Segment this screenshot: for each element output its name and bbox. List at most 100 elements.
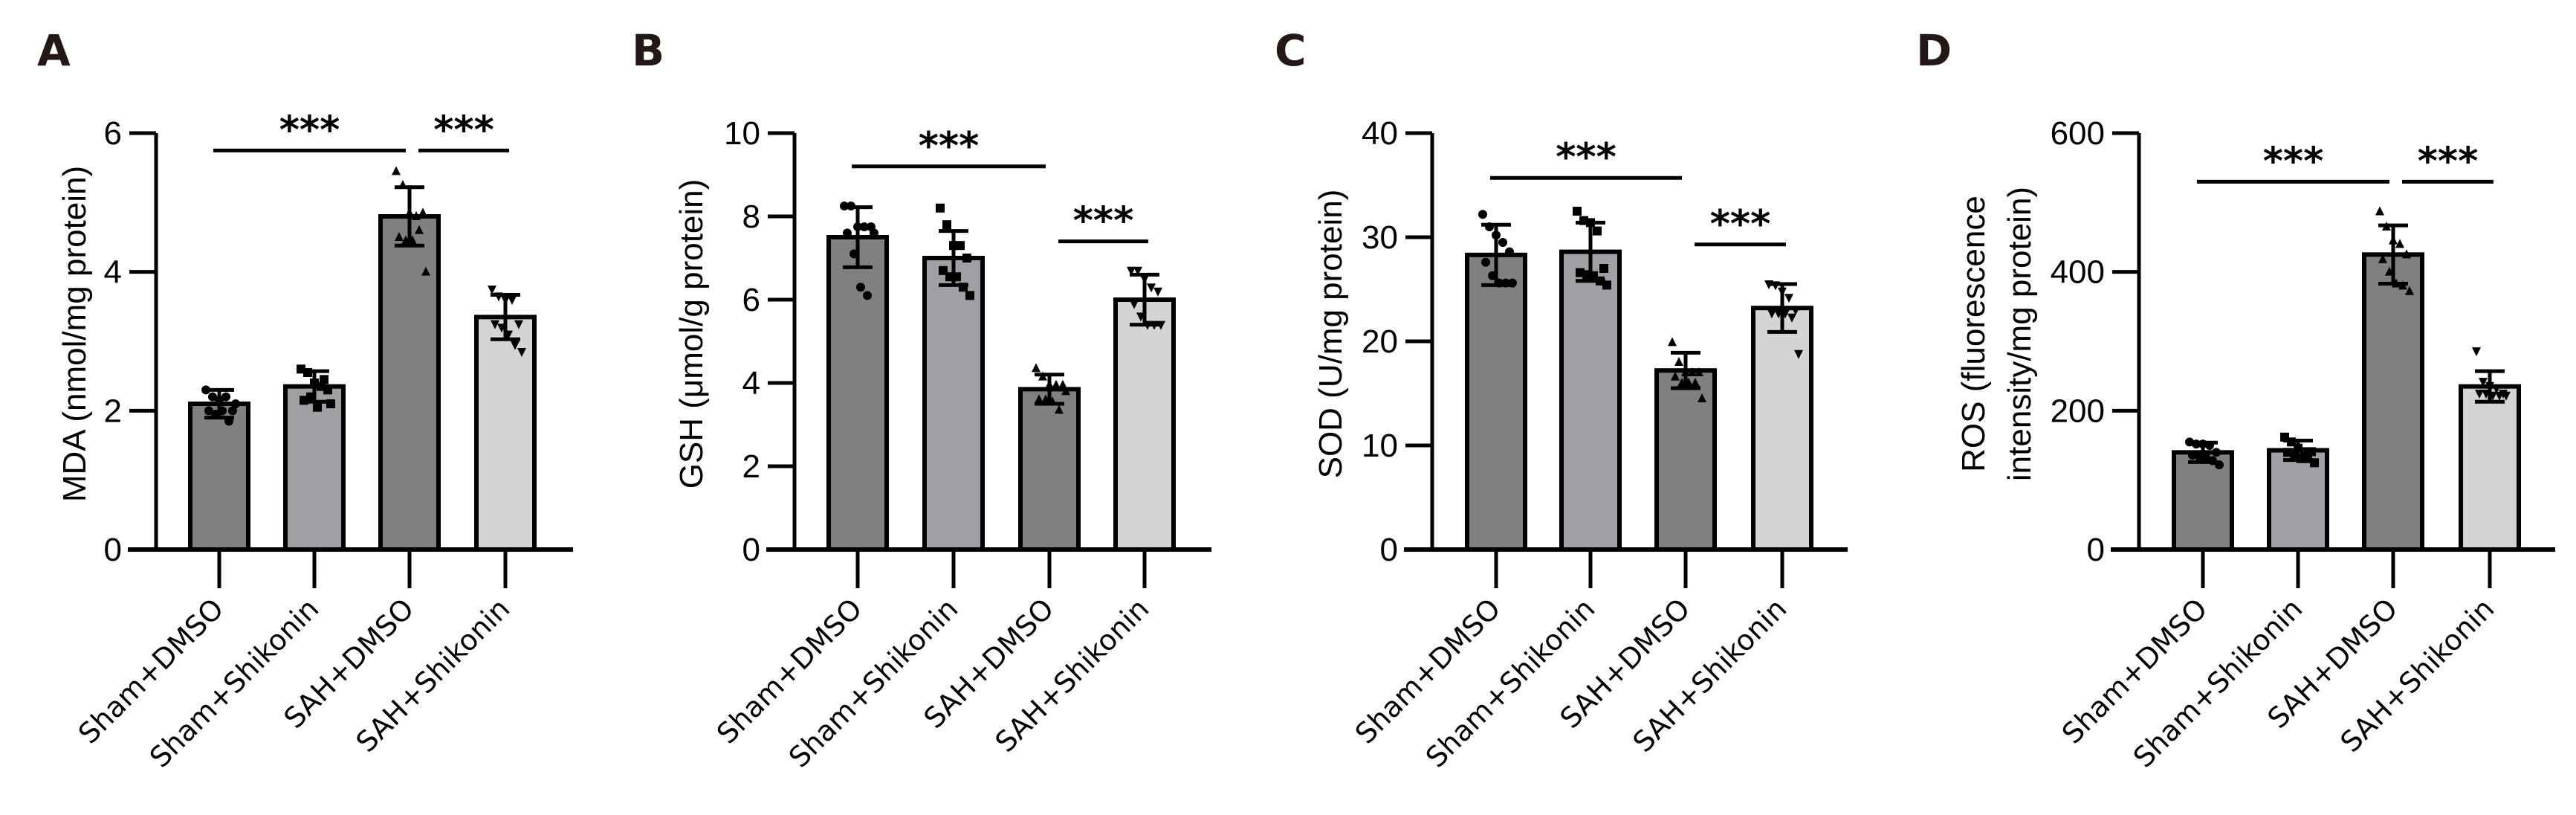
data-point [1784, 294, 1793, 303]
data-point [412, 211, 421, 220]
data-point [418, 207, 427, 217]
data-point [1791, 306, 1800, 315]
y-tick-label: 4 [742, 365, 760, 402]
data-point [942, 220, 951, 230]
data-point [2479, 378, 2488, 387]
significance-label: *** [433, 108, 494, 152]
data-point [1153, 287, 1162, 297]
data-point [488, 286, 496, 294]
y-tick-label: 0 [2087, 532, 2105, 568]
y-axis-title: SOD (U/mg protein) [1313, 190, 1349, 479]
y-tick-label: 2 [104, 393, 122, 429]
data-point [511, 341, 520, 350]
significance-label: *** [1073, 199, 1134, 244]
data-point [1787, 313, 1796, 323]
data-point [313, 402, 322, 412]
y-tick-label: 0 [742, 532, 760, 568]
bar-1 [1559, 249, 1622, 552]
y-axis-title: GSH (μmol/g protein) [673, 179, 710, 489]
bar-3 [2459, 384, 2521, 553]
data-point [208, 392, 217, 402]
bar-2 [378, 214, 441, 552]
data-point [1698, 393, 1706, 402]
panel-letter: C [1275, 25, 1307, 76]
data-point [936, 203, 945, 213]
y-tick-label: 0 [104, 532, 122, 568]
bar-0 [188, 402, 250, 552]
data-point [231, 399, 240, 408]
data-point [956, 241, 965, 251]
data-point [2495, 391, 2504, 401]
panel-letter: B [632, 25, 664, 76]
data-point [1593, 226, 1602, 236]
x-tick-label: Sham+Shikonin [1420, 592, 1601, 773]
significance-label: *** [2418, 139, 2479, 184]
data-point [2475, 390, 2484, 399]
data-point [323, 385, 332, 395]
data-point [860, 222, 869, 231]
bar-3 [1751, 306, 1813, 552]
data-point [1668, 337, 1677, 347]
data-point [1032, 363, 1041, 373]
data-point [1130, 300, 1139, 309]
data-point [1052, 379, 1061, 389]
data-point [1481, 257, 1490, 267]
data-point [395, 232, 404, 241]
y-tick-label: 20 [1362, 323, 1398, 360]
significance-label: *** [2263, 139, 2324, 184]
data-point [2405, 286, 2414, 295]
bar-2 [2362, 252, 2424, 552]
data-point [421, 266, 430, 276]
data-point [517, 348, 526, 357]
data-point [228, 406, 237, 416]
data-point [2212, 448, 2221, 457]
y-tick-label: 6 [742, 282, 760, 318]
y-tick-label: 6 [104, 115, 122, 152]
data-point [965, 291, 974, 300]
data-point [2402, 249, 2411, 259]
data-point [1599, 264, 1608, 273]
data-point [1691, 378, 1700, 387]
data-point [1058, 379, 1067, 389]
data-point [1505, 247, 1514, 257]
y-axis-title: intensity/mg protein) [2001, 187, 2038, 481]
y-tick-label: 8 [742, 199, 760, 235]
y-tick-label: 600 [2051, 115, 2105, 152]
data-point [1147, 283, 1156, 293]
bar-2 [1654, 368, 1717, 553]
data-point [1688, 367, 1697, 376]
chart-panel-d: D ROS (fluorescence intensity/mg protein) 0… [1916, 25, 2555, 774]
data-point [1035, 394, 1043, 404]
data-point [221, 392, 230, 402]
bar-3 [474, 315, 537, 552]
y-tick-label: 200 [2051, 393, 2105, 429]
x-tick-label: Sham+Shikonin [143, 592, 325, 773]
y-tick-label: 2 [742, 448, 760, 485]
data-point [856, 283, 865, 292]
data-point [962, 254, 971, 262]
significance-label: *** [1556, 135, 1617, 180]
y-axis-title: ROS (fluorescence [1955, 196, 1992, 472]
data-point [1127, 266, 1136, 276]
data-point [2502, 391, 2511, 401]
data-point [843, 228, 852, 238]
data-point [870, 228, 878, 238]
data-point [392, 166, 401, 175]
data-point [415, 225, 424, 234]
data-point [204, 406, 213, 416]
data-point [1055, 405, 1064, 414]
y-tick-label: 400 [2051, 254, 2105, 291]
data-point [2307, 447, 2316, 457]
data-point [514, 320, 523, 329]
data-point [2375, 206, 2384, 216]
bar-1 [922, 256, 985, 552]
data-point [1061, 386, 1070, 396]
data-point [320, 375, 329, 384]
data-point [2188, 451, 2197, 460]
data-point [1602, 280, 1611, 290]
x-tick-label: Sham+Shikonin [783, 592, 964, 773]
